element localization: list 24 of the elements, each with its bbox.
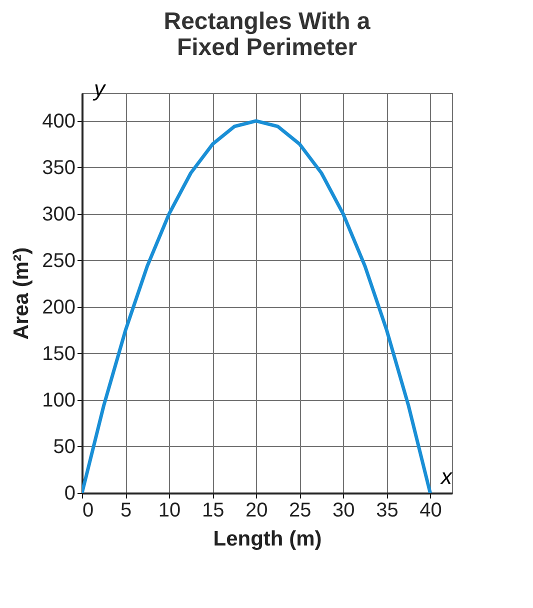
y-axis-title: Area (m²) [10,247,34,340]
x-tick-label: 5 [120,500,132,522]
line-series [82,119,432,493]
x-tick-label: 35 [376,500,398,522]
x-tick-label: 40 [420,500,442,522]
x-axis-title: Length (m) [213,528,322,550]
x-tick-label: 15 [202,500,224,522]
annotation: x [440,464,453,489]
y-tick-label: 150 [42,342,76,365]
annotation: y [92,76,107,101]
y-tick-label: 350 [42,156,76,179]
y-tick-label: 300 [42,203,76,226]
y-tick-label: 250 [42,250,76,272]
x-tick-label: 20 [245,500,268,522]
y-tick-label: 100 [42,389,76,412]
chart-title: Rectangles With a Fixed Perimeter [164,8,371,61]
y-tick-label: 400 [42,110,76,132]
x-tick-label: 30 [332,500,355,522]
y-tick-label: 200 [42,296,76,318]
y-tick-label: 50 [53,436,76,458]
x-tick-label: 25 [289,500,312,522]
x-tick-label: 0 [82,500,94,522]
y-tick-label: 0 [64,482,76,504]
x-tick-label: 10 [158,500,181,522]
